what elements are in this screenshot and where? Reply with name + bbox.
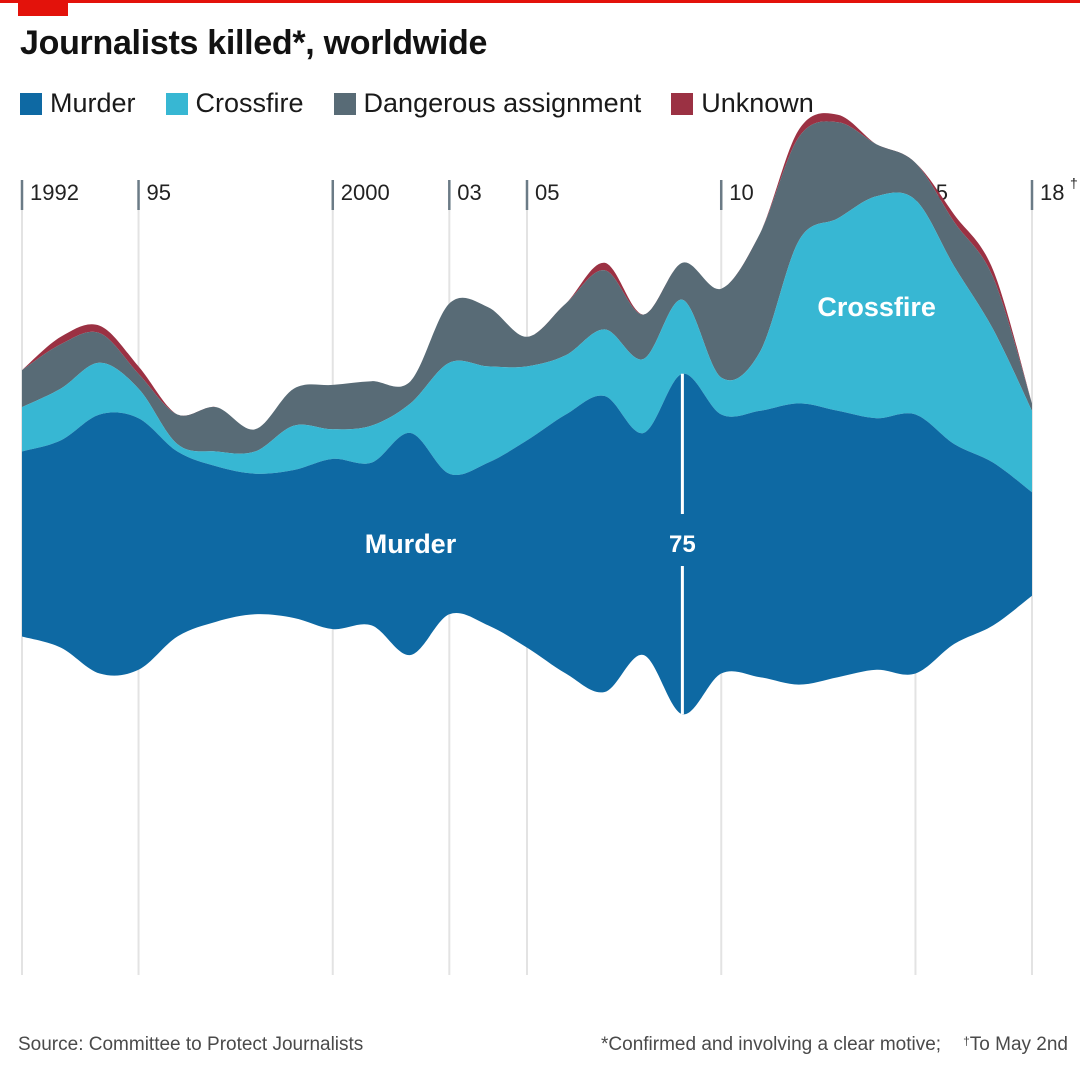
- tick-label-18: 18: [1040, 180, 1064, 205]
- legend-swatch-unknown: [671, 92, 694, 115]
- tick-label-95: 95: [147, 180, 171, 205]
- area-label-murder: Murder: [365, 529, 457, 559]
- tick-label-2000: 2000: [341, 180, 390, 205]
- legend-item-unknown: Unknown: [671, 88, 814, 119]
- stream-murder: [22, 373, 1032, 715]
- footnotes: *Confirmed and involving a clear motive;…: [601, 1034, 1068, 1056]
- footnote-star: *Confirmed and involving a clear motive;: [601, 1034, 942, 1055]
- legend-swatch-murder: [20, 92, 42, 115]
- tick-label-1992: 1992: [30, 180, 79, 205]
- brand-tag: [18, 0, 68, 16]
- tick-label-10: 10: [729, 180, 753, 205]
- legend-swatch-dangerous-assignment: [333, 92, 356, 115]
- tick-dagger: †: [1070, 175, 1078, 191]
- legend: Murder Crossfire Dangerous assignment Un…: [20, 88, 844, 119]
- legend-label-dangerous-assignment: Dangerous assignment: [363, 88, 642, 118]
- legend-item-murder: Murder: [20, 88, 136, 119]
- area-label-crossfire: Crossfire: [817, 292, 936, 322]
- tick-label-03: 03: [457, 180, 481, 205]
- source-note: Source: Committee to Protect Journalists: [18, 1034, 364, 1055]
- legend-item-crossfire: Crossfire: [165, 88, 304, 119]
- legend-label-unknown: Unknown: [701, 88, 814, 118]
- chart-title: Journalists killed*, worldwide: [20, 24, 488, 62]
- footnote-dagger: To May 2nd: [969, 1034, 1068, 1055]
- legend-label-crossfire: Crossfire: [195, 88, 304, 118]
- stream-crossfire: [22, 192, 1032, 493]
- legend-label-murder: Murder: [50, 88, 136, 118]
- stream-dangerous-assignment: [22, 121, 1032, 454]
- annotation-label: 75: [669, 531, 696, 558]
- tick-label-05: 05: [535, 180, 559, 205]
- legend-swatch-crossfire: [165, 92, 188, 115]
- top-rule: [0, 0, 1080, 3]
- footnote-dagger-mark: †: [963, 1034, 970, 1048]
- legend-item-dangerous-assignment: Dangerous assignment: [333, 88, 642, 119]
